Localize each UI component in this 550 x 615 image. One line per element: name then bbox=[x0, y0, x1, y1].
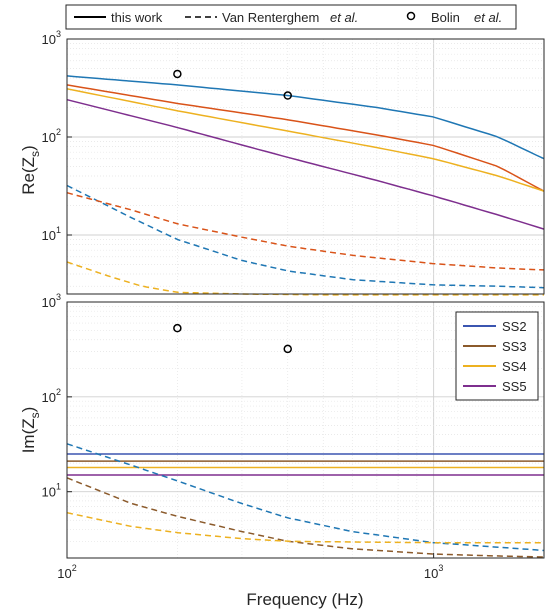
legend-label-ss4: SS4 bbox=[502, 359, 527, 374]
y-tick-label: 102 bbox=[42, 387, 61, 405]
y-tick-label: 102 bbox=[42, 127, 61, 145]
series-line-ss2-solid bbox=[66, 75, 545, 160]
legend-label-ss2: SS2 bbox=[502, 319, 527, 334]
panel-top-markers bbox=[173, 69, 292, 100]
top-legend: this work Van Renterghem et al. Bolin et… bbox=[65, 4, 517, 30]
panel-top: 101 102 103 Re(Zs) bbox=[19, 29, 545, 296]
panel-bottom-ylabel: Im(Zs) bbox=[19, 407, 42, 454]
y-tick-label: 101 bbox=[42, 482, 61, 500]
bolin-data-point bbox=[283, 344, 292, 354]
legend-solid-label: this work bbox=[111, 10, 163, 25]
series-line-ss4-dashed bbox=[66, 511, 544, 544]
y-tick-label: 103 bbox=[42, 29, 61, 47]
y-tick-label: 101 bbox=[42, 225, 61, 243]
legend-marker-label: Bolin bbox=[431, 10, 460, 25]
y-tick-label: 103 bbox=[42, 292, 61, 310]
panel-top-ylabel: Re(Zs) bbox=[19, 145, 42, 194]
series-line-ss3-dashed bbox=[66, 477, 545, 558]
legend-marker-swatch bbox=[406, 11, 416, 21]
series-legend: SS2 SS3 SS4 SS5 bbox=[455, 311, 539, 401]
panel-bottom-y-ticks: 101 102 103 bbox=[42, 292, 72, 500]
panel-top-y-ticks: 101 102 103 bbox=[42, 29, 72, 243]
series-line-ss4-dashed bbox=[66, 261, 544, 296]
panel-bottom-x-ticks: 102 103 bbox=[57, 553, 443, 581]
bolin-data-point bbox=[173, 323, 182, 333]
bolin-data-point bbox=[173, 69, 182, 79]
series-line-ss2-dashed bbox=[66, 443, 545, 552]
panel-bottom: 101 102 103 102 103 Im(Zs) Frequency (Hz) S… bbox=[19, 292, 545, 609]
x-tick-label: 102 bbox=[57, 563, 76, 581]
panel-bottom-xlabel: Frequency (Hz) bbox=[246, 590, 363, 609]
legend-dashed-label: Van Renterghem bbox=[222, 10, 319, 25]
panel-bottom-frame bbox=[66, 301, 545, 559]
panel-top-frame bbox=[66, 38, 545, 295]
legend-label-ss3: SS3 bbox=[502, 339, 527, 354]
series-line-ss2-dashed bbox=[66, 184, 545, 289]
series-line-ss3-dashed bbox=[66, 191, 545, 271]
legend-label-ss5: SS5 bbox=[502, 379, 527, 394]
panel-bottom-markers bbox=[173, 323, 292, 354]
legend-marker-etal: et al. bbox=[474, 10, 502, 25]
panel-top-series bbox=[66, 75, 545, 296]
x-tick-label: 103 bbox=[424, 563, 443, 581]
panel-bottom-series bbox=[66, 443, 545, 558]
series-line-ss4-solid bbox=[66, 88, 545, 192]
series-legend-items: SS2 SS3 SS4 SS5 bbox=[463, 319, 527, 394]
bolin-data-point bbox=[283, 91, 292, 100]
top-legend-box bbox=[65, 4, 517, 30]
series-line-ss5-solid bbox=[66, 98, 545, 230]
series-line-ss3-solid bbox=[66, 84, 545, 192]
legend-dashed-etal: et al. bbox=[330, 10, 358, 25]
